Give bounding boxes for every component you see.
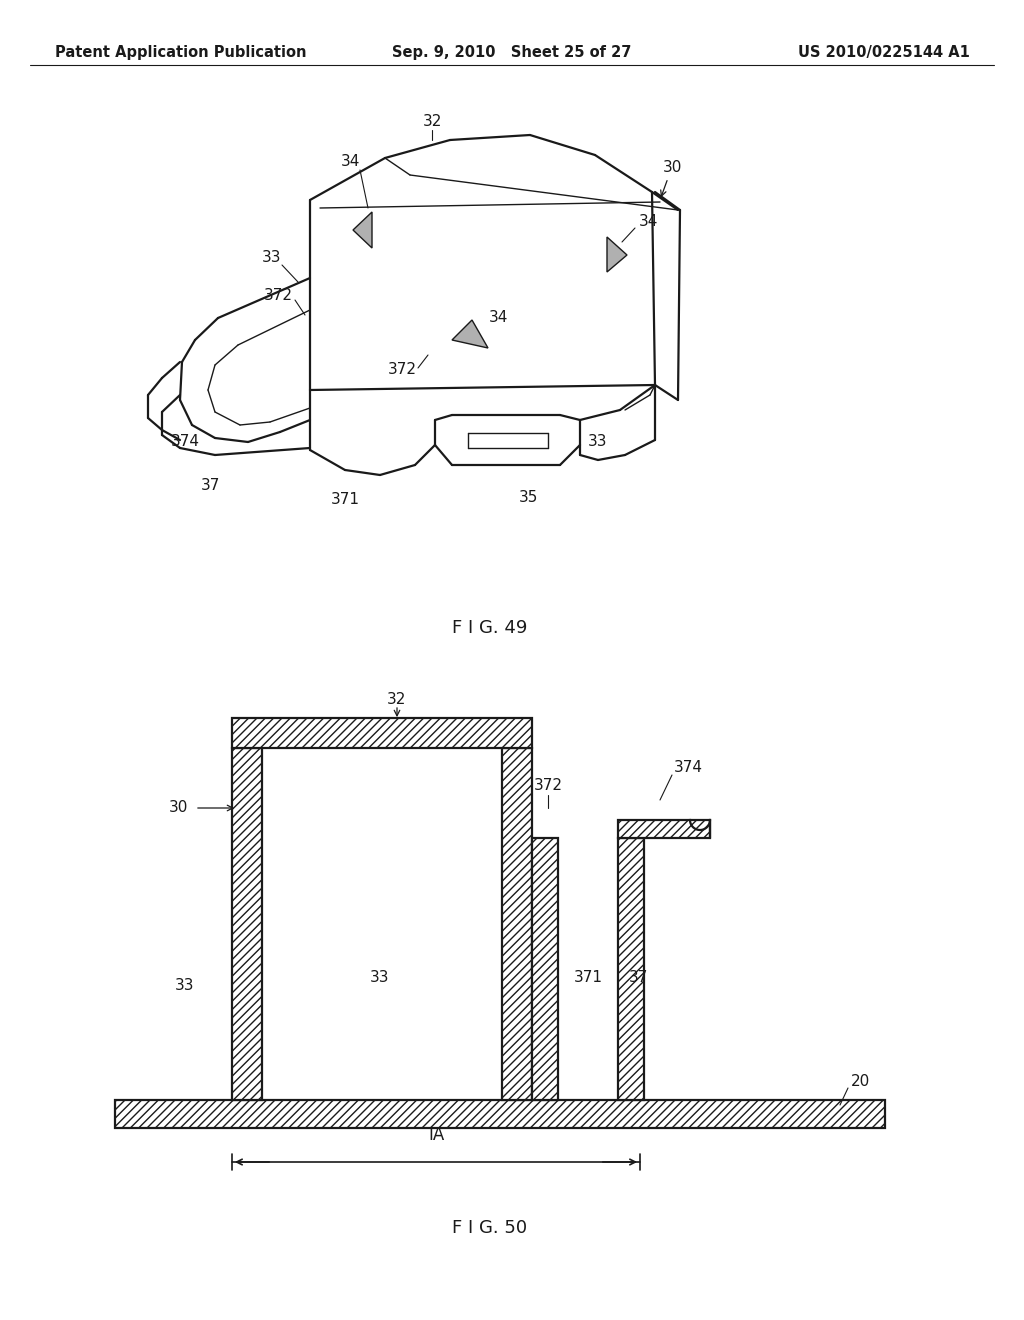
Bar xyxy=(618,838,644,1100)
Bar xyxy=(232,748,262,1100)
Polygon shape xyxy=(452,319,488,348)
Text: 371: 371 xyxy=(573,970,602,986)
Text: 372: 372 xyxy=(534,777,562,792)
Text: 372: 372 xyxy=(263,288,293,302)
Text: 371: 371 xyxy=(331,492,359,507)
Text: 33: 33 xyxy=(262,251,282,265)
Text: F I G. 49: F I G. 49 xyxy=(453,619,527,638)
Text: 30: 30 xyxy=(663,161,682,176)
Text: 34: 34 xyxy=(340,154,359,169)
Text: 30: 30 xyxy=(168,800,187,816)
Text: 374: 374 xyxy=(674,760,702,776)
Text: F I G. 50: F I G. 50 xyxy=(453,1218,527,1237)
Polygon shape xyxy=(353,213,372,248)
Text: 35: 35 xyxy=(518,491,538,506)
Text: US 2010/0225144 A1: US 2010/0225144 A1 xyxy=(798,45,970,59)
Text: 374: 374 xyxy=(171,434,200,450)
Text: 34: 34 xyxy=(488,310,508,326)
Text: 32: 32 xyxy=(422,115,441,129)
Text: 32: 32 xyxy=(387,693,407,708)
Text: 37: 37 xyxy=(201,478,220,492)
Bar xyxy=(115,1100,885,1129)
Text: Sep. 9, 2010   Sheet 25 of 27: Sep. 9, 2010 Sheet 25 of 27 xyxy=(392,45,632,59)
Polygon shape xyxy=(607,238,627,272)
Bar xyxy=(532,838,558,1100)
Text: 34: 34 xyxy=(638,214,657,230)
Text: 33: 33 xyxy=(588,434,608,450)
Text: IA: IA xyxy=(428,1126,444,1144)
Text: 37: 37 xyxy=(629,970,648,986)
Text: 33: 33 xyxy=(175,978,195,993)
Text: 20: 20 xyxy=(850,1074,869,1089)
Bar xyxy=(618,820,710,838)
Bar xyxy=(502,748,532,1100)
Text: 372: 372 xyxy=(387,363,417,378)
Bar xyxy=(232,718,532,748)
Text: Patent Application Publication: Patent Application Publication xyxy=(55,45,306,59)
Text: 33: 33 xyxy=(371,970,390,986)
